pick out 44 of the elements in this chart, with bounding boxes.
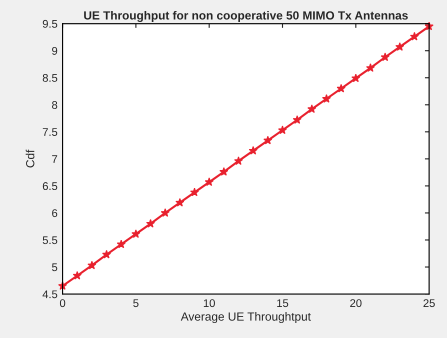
y-axis-title: Cdf xyxy=(26,150,34,168)
point xyxy=(160,208,170,217)
y-tick-label: 7.5 xyxy=(42,128,58,136)
point xyxy=(116,240,126,248)
point xyxy=(204,177,214,186)
point xyxy=(278,126,287,134)
point xyxy=(410,32,419,41)
y-tick-label: 8 xyxy=(52,101,58,109)
point xyxy=(131,229,140,238)
y-tick-label: 7 xyxy=(52,155,58,163)
point xyxy=(248,146,258,155)
y-tick-label: 9 xyxy=(52,46,58,55)
point xyxy=(322,94,331,103)
x-tick-label: 25 xyxy=(424,299,435,308)
x-tick-label: 15 xyxy=(277,299,288,308)
y-tick-label: 6 xyxy=(52,209,58,218)
point xyxy=(87,260,96,270)
y-tick-label: 9.5 xyxy=(42,20,58,28)
point xyxy=(190,188,200,196)
y-tick-label: 4.5 xyxy=(42,290,58,298)
x-axis-title: Average UE Throughtput xyxy=(180,312,311,324)
point xyxy=(307,104,316,113)
point xyxy=(72,270,82,280)
x-tick-label: 20 xyxy=(350,299,362,308)
point xyxy=(336,84,346,92)
point xyxy=(292,115,302,124)
point xyxy=(366,63,375,72)
point xyxy=(102,250,112,258)
x-tick-label: 5 xyxy=(133,299,139,308)
point xyxy=(380,52,390,62)
y-tick-label: 8.5 xyxy=(42,74,58,82)
y-tick-label: 5 xyxy=(52,263,58,272)
point xyxy=(351,74,360,82)
point xyxy=(395,42,404,51)
point xyxy=(263,136,272,144)
x-tick-label: 10 xyxy=(204,299,215,308)
point xyxy=(234,156,243,165)
chart-title: UE Throughput for non cooperative 50 MIMO Tx Antennas xyxy=(84,10,408,22)
point xyxy=(219,167,228,176)
y-tick-label: 5.5 xyxy=(42,236,58,244)
x-tick-label: 0 xyxy=(60,299,66,308)
point xyxy=(175,198,184,207)
point xyxy=(146,219,156,228)
y-tick-label: 6.5 xyxy=(42,182,58,190)
